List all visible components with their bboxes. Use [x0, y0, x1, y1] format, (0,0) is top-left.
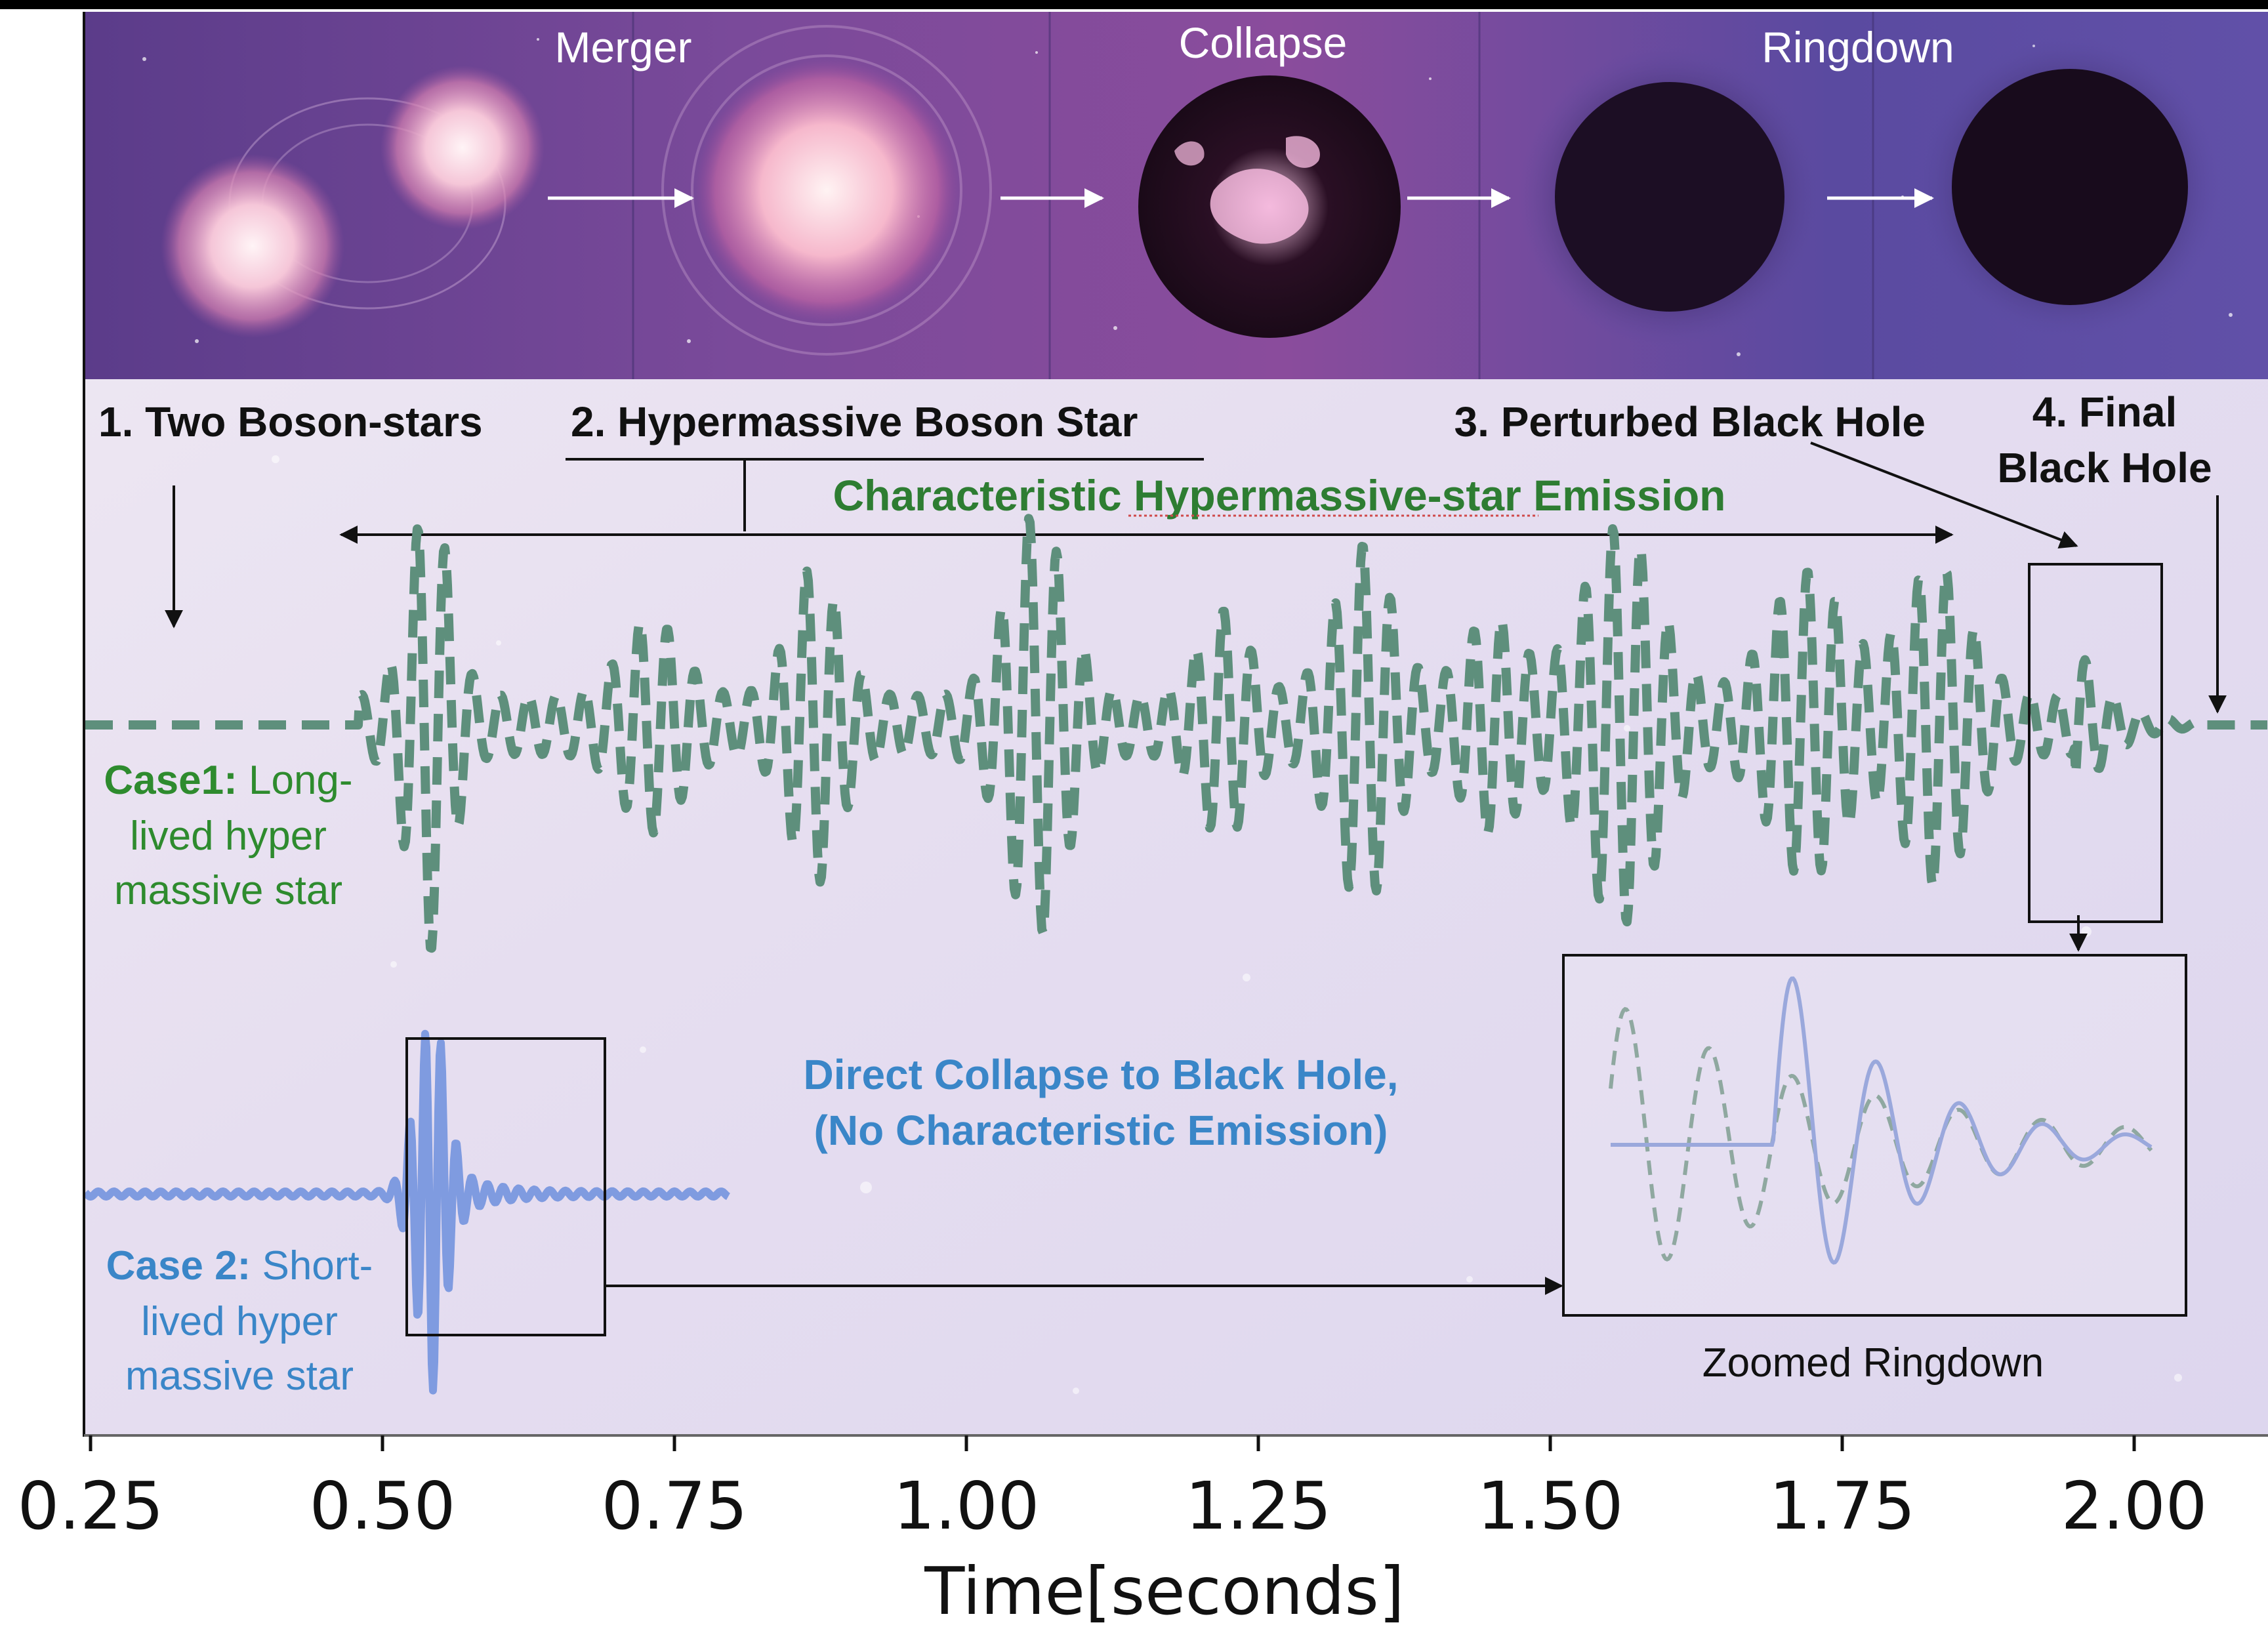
zoomed-case1-waveform [1609, 1006, 2153, 1262]
characteristic-emission-label: Characteristic Hypermassive-star Emissio… [833, 471, 1726, 520]
case2-label-line2: lived hyper [141, 1299, 338, 1344]
phase-3-label: 3. Perturbed Black Hole [1454, 398, 1926, 445]
case2-label-line1: Case 2: Short- [106, 1243, 373, 1288]
panel-perturbed-black-hole [1519, 46, 1821, 348]
x-tick-label: 1.75 [1769, 1468, 1916, 1544]
stage-label-ringdown: Ringdown [1762, 23, 1954, 72]
x-axis-ticks: 0.25 0.50 0.75 1.00 1.25 1.50 1.75 2.00 [18, 1435, 2208, 1544]
x-tick-label: 1.50 [1477, 1468, 1624, 1544]
x-tick-label: 0.50 [310, 1468, 456, 1544]
phase-4-label-line1: 4. Final [2032, 388, 2177, 436]
x-tick-label: 2.00 [2061, 1468, 2208, 1544]
final-black-hole [1952, 69, 2188, 305]
panel-collapse [1138, 75, 1401, 338]
phase-4-label-line2: Black Hole [1997, 444, 2212, 491]
annotation-arrows [165, 442, 2227, 1295]
merger-image-strip [84, 12, 2268, 379]
x-axis-label: Time[seconds] [924, 1553, 1405, 1627]
boson-star-1 [161, 154, 344, 338]
boson-star-2 [381, 66, 545, 230]
phase-1-label: 1. Two Boson-stars [98, 398, 483, 445]
phase-2-label: 2. Hypermassive Boson Star [571, 398, 1138, 445]
panel-two-stars [161, 66, 545, 338]
x-tick-label: 0.75 [602, 1468, 748, 1544]
zoomed-case2-waveform [1611, 976, 2153, 1265]
x-tick-label: 0.25 [18, 1468, 164, 1544]
case1-label-line3: massive star [114, 868, 342, 913]
zoomed-ringdown-inset [1562, 954, 2187, 1317]
case2-label-line3: massive star [125, 1353, 354, 1399]
perturbed-black-hole [1555, 82, 1784, 312]
case1-waveform [82, 514, 2268, 953]
background-sparkles [272, 417, 2182, 1394]
x-tick-label: 1.25 [1186, 1468, 1332, 1544]
case2-highlight-box [405, 1037, 606, 1336]
panel-merger [661, 25, 992, 356]
zoomed-ringdown-label: Zoomed Ringdown [1702, 1340, 2044, 1386]
case1-label-line1: Case1: Long- [104, 758, 352, 803]
x-tick-label: 1.00 [894, 1468, 1040, 1544]
stage-label-collapse: Collapse [1179, 18, 1348, 67]
direct-collapse-label-line1: Direct Collapse to Black Hole, [804, 1051, 1399, 1098]
panel-final-black-hole [1919, 36, 2221, 338]
hypermassive-star [695, 59, 958, 321]
stage-label-merger: Merger [554, 23, 691, 72]
case1-label-line2: lived hyper [130, 814, 327, 859]
direct-collapse-label-line2: (No Characteristic Emission) [814, 1107, 1388, 1154]
top-border [0, 0, 2268, 9]
ringdown-highlight-box [2028, 563, 2163, 923]
